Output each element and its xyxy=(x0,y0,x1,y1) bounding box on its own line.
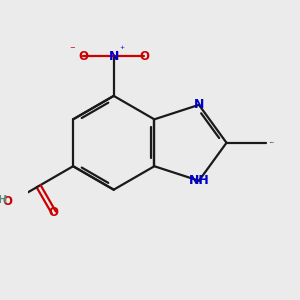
Text: $^+$: $^+$ xyxy=(118,45,126,54)
Text: O: O xyxy=(49,206,59,219)
Text: H: H xyxy=(0,195,7,205)
Text: NH: NH xyxy=(189,174,209,187)
Text: methyl: methyl xyxy=(270,142,275,143)
Text: N: N xyxy=(109,50,119,62)
Text: $^-$: $^-$ xyxy=(68,45,76,55)
Text: methyl: methyl xyxy=(270,142,275,143)
Text: N: N xyxy=(194,98,204,111)
Text: O: O xyxy=(2,195,12,208)
Text: O: O xyxy=(78,50,88,62)
Text: O: O xyxy=(139,50,149,62)
